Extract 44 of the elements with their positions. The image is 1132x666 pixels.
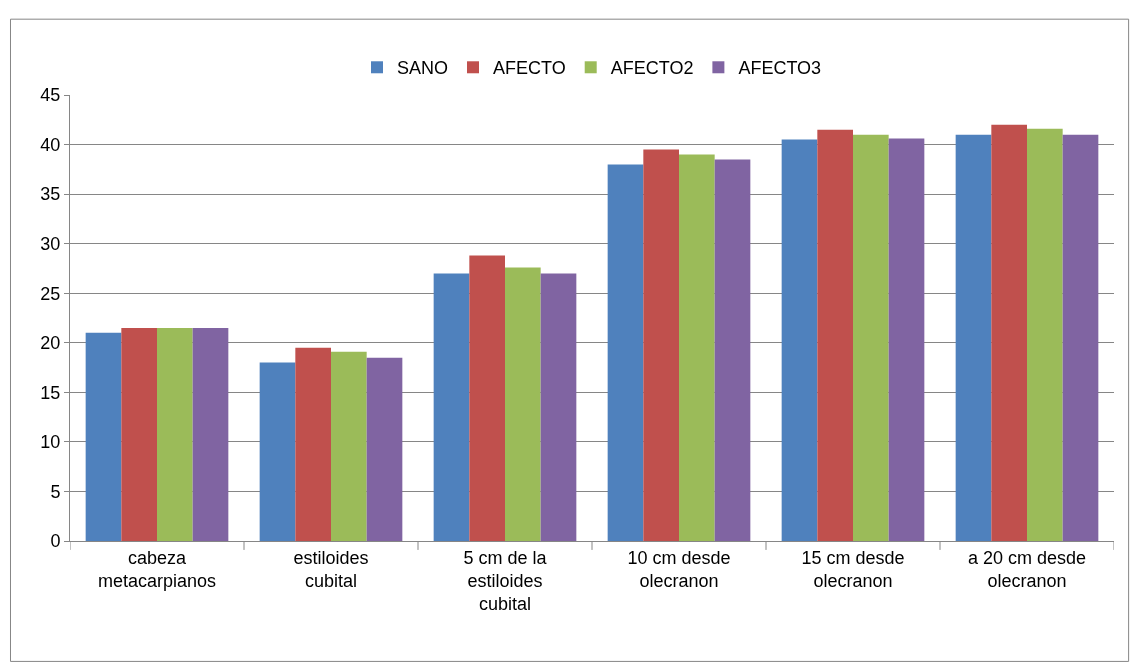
bar: [955, 134, 992, 541]
bar: [607, 164, 644, 541]
x-tick-label: a 20 cm desde olecranon: [967, 547, 1087, 591]
y-tick-label: 30: [40, 233, 61, 254]
x-tick-label: cabeza metacarpianos: [97, 547, 217, 591]
y-tick-label: 0: [50, 531, 61, 552]
legend-label: SANO: [397, 58, 449, 79]
y-tick-label: 15: [40, 382, 61, 403]
y-tick-label: 25: [40, 283, 61, 304]
legend-label: AFECTO: [493, 58, 566, 79]
y-tick-label: 20: [40, 333, 61, 354]
bar: [781, 139, 818, 541]
bar: [85, 332, 122, 541]
legend-label: AFECTO3: [738, 58, 822, 79]
legend-label: AFECTO2: [610, 58, 694, 79]
bar: [991, 124, 1027, 541]
x-tick-label: 15 cm desde olecranon: [801, 547, 905, 591]
x-tick-label: estiloides cubital: [293, 547, 369, 591]
bar: [1062, 134, 1099, 541]
bar: [295, 347, 331, 541]
x-tick-label: 5 cm de la estiloides cubital: [463, 547, 548, 615]
bar: [679, 154, 715, 541]
bar: [433, 273, 470, 541]
bar: [331, 351, 367, 541]
bar: [366, 357, 403, 541]
bar: [259, 362, 296, 541]
y-tick-label: 5: [50, 481, 61, 502]
bar: [714, 159, 751, 541]
x-tick-label: 10 cm desde olecranon: [627, 547, 731, 591]
bar: [192, 327, 229, 541]
bar: [643, 149, 679, 541]
y-tick-label: 35: [40, 184, 61, 205]
bar: [157, 327, 193, 541]
bar: [817, 129, 853, 541]
y-tick-label: 10: [40, 432, 61, 453]
bar: [505, 267, 541, 541]
bar: [1027, 128, 1063, 541]
bar: [469, 255, 505, 541]
bar: [888, 138, 925, 541]
y-tick-label: 40: [40, 134, 61, 155]
bar: [853, 134, 889, 541]
bar: [540, 273, 577, 541]
y-tick-label: 45: [40, 85, 61, 106]
bar: [121, 327, 157, 541]
